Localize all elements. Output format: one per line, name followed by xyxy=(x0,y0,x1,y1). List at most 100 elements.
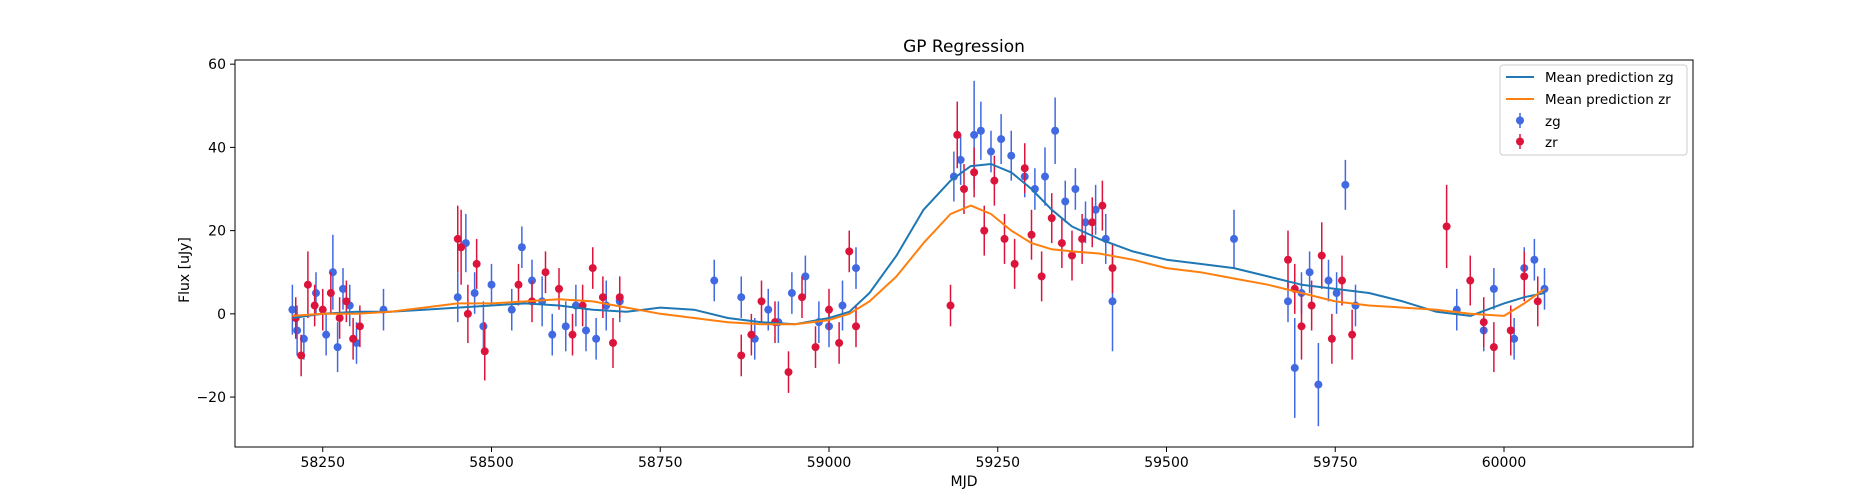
y-axis-label: Flux [uJy] xyxy=(177,237,193,303)
point-zr xyxy=(1027,230,1036,239)
point-zg xyxy=(592,334,601,343)
point-zr xyxy=(514,280,523,289)
x-tick-label: 59000 xyxy=(807,455,852,471)
x-tick-label: 58500 xyxy=(469,455,514,471)
point-zg xyxy=(487,280,496,289)
point-zr xyxy=(342,297,351,306)
point-zg xyxy=(737,293,746,302)
point-zr xyxy=(472,259,481,268)
y-tick-label: 40 xyxy=(208,140,226,156)
point-zr xyxy=(588,264,597,273)
point-zr xyxy=(457,243,466,252)
point-zr xyxy=(1047,214,1056,223)
x-axis-label: MJD xyxy=(951,474,978,490)
point-zg xyxy=(1230,234,1238,243)
point-zr xyxy=(598,293,607,302)
point-zr xyxy=(310,301,319,310)
point-zr xyxy=(1284,255,1292,264)
point-zg xyxy=(1530,255,1539,264)
point-zg xyxy=(764,305,773,314)
point-zg xyxy=(470,289,479,298)
point-zg xyxy=(507,305,516,314)
x-tick-label: 58250 xyxy=(300,455,345,471)
point-zg xyxy=(479,322,488,331)
point-zg xyxy=(312,289,320,298)
legend-label-zg-points: zg xyxy=(1545,114,1561,130)
point-zg xyxy=(1341,180,1350,189)
point-zr xyxy=(615,293,624,302)
point-zr xyxy=(1506,326,1515,335)
point-zg xyxy=(1489,284,1498,293)
point-zr xyxy=(1037,272,1046,281)
point-zr xyxy=(453,234,462,243)
chart-title: GP Regression xyxy=(903,37,1025,57)
y-tick-label: −20 xyxy=(196,390,226,406)
legend-label-zr-line: Mean prediction zr xyxy=(1545,92,1671,108)
point-zr xyxy=(1108,264,1117,273)
legend-swatch-zr-marker xyxy=(1516,137,1524,146)
point-zg xyxy=(548,330,557,339)
point-zr xyxy=(1307,301,1316,310)
point-zg xyxy=(1061,197,1070,206)
point-zr xyxy=(784,368,793,377)
point-zr xyxy=(1057,239,1066,248)
legend: Mean prediction zg Mean prediction zr zg… xyxy=(1499,64,1688,156)
point-zr xyxy=(1078,234,1087,243)
point-zg xyxy=(1108,297,1117,306)
point-zr xyxy=(1068,251,1076,260)
legend-label-zr-points: zr xyxy=(1545,135,1558,151)
plot-frame xyxy=(234,59,1694,448)
point-zr xyxy=(541,268,550,277)
point-zr xyxy=(737,351,746,360)
point-zr xyxy=(953,130,962,139)
point-zg xyxy=(322,330,331,339)
point-zg xyxy=(288,305,297,314)
point-zr xyxy=(1000,234,1009,243)
point-zr xyxy=(1297,322,1306,331)
point-zg xyxy=(1091,205,1100,214)
point-zr xyxy=(609,338,617,347)
point-zr xyxy=(318,305,327,314)
point-zr xyxy=(811,343,820,352)
point-zg xyxy=(801,272,810,281)
x-tick-label: 58750 xyxy=(638,455,683,471)
point-zg xyxy=(328,268,337,277)
point-zg xyxy=(956,155,965,164)
point-zr xyxy=(1338,276,1346,285)
point-zr xyxy=(946,301,955,310)
point-zr xyxy=(568,330,577,339)
point-zg xyxy=(293,326,302,335)
point-zr xyxy=(297,351,306,360)
x-tick-label: 59750 xyxy=(1313,455,1358,471)
x-tick-label: 60000 xyxy=(1482,455,1527,471)
point-zg xyxy=(970,130,979,139)
point-zg xyxy=(1284,297,1292,306)
point-zr xyxy=(463,309,472,318)
point-zr xyxy=(1520,272,1529,281)
mean-line-zr xyxy=(292,204,1546,326)
axes: 58250 58500 58750 59000 59250 59500 59750 60000… xyxy=(196,57,1526,471)
point-zg xyxy=(1314,380,1323,389)
point-zg xyxy=(1051,126,1060,135)
point-zg xyxy=(1290,363,1299,372)
point-zr xyxy=(1327,334,1336,343)
point-zg xyxy=(561,322,570,331)
point-zg xyxy=(710,276,719,285)
point-zr xyxy=(1098,201,1107,210)
point-zr xyxy=(990,176,999,185)
point-zg xyxy=(976,126,985,135)
point-zg xyxy=(1007,151,1016,160)
point-zr xyxy=(960,185,968,193)
point-zr xyxy=(480,347,489,356)
point-zg xyxy=(1041,172,1049,181)
point-zr xyxy=(1020,164,1029,173)
point-zg xyxy=(1071,185,1080,193)
series-zr xyxy=(291,101,1542,393)
point-zr xyxy=(326,289,335,298)
point-zg xyxy=(453,293,462,302)
point-zr xyxy=(1348,330,1357,339)
point-zr xyxy=(852,322,860,331)
point-zr xyxy=(355,322,364,331)
point-zg xyxy=(1510,334,1519,343)
